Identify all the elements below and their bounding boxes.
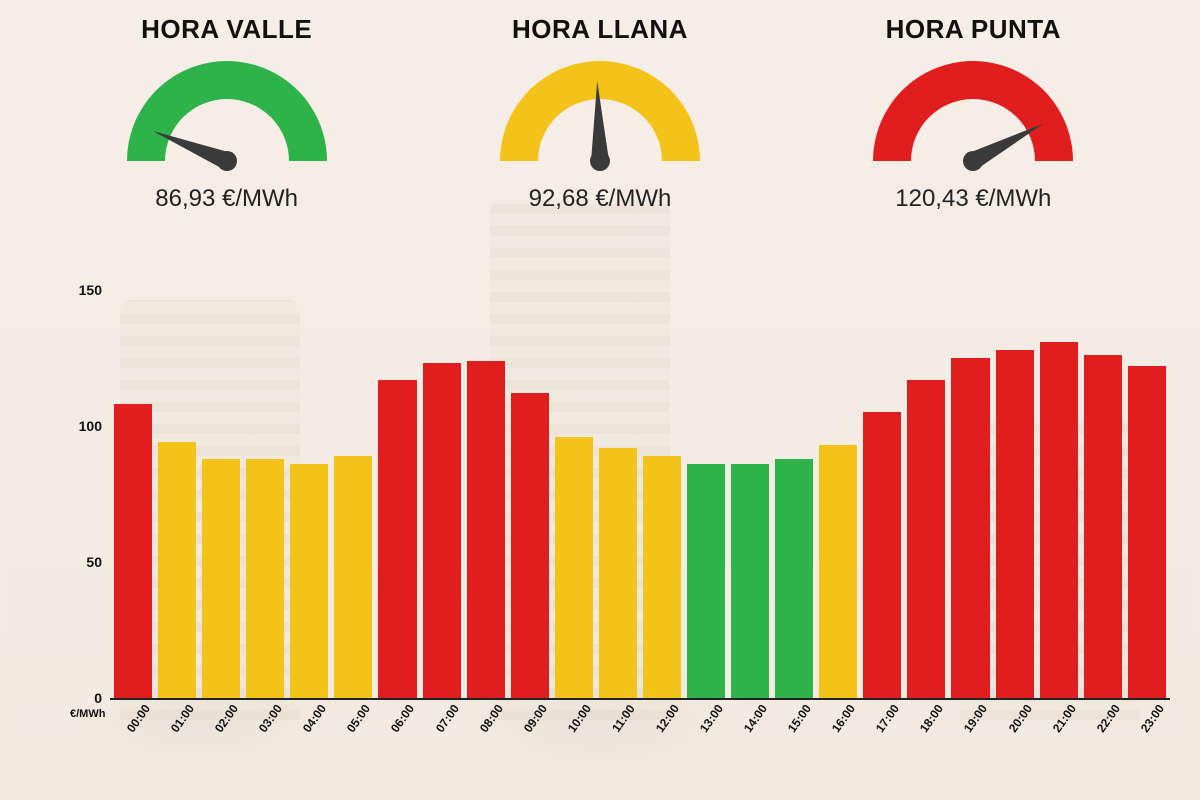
chart-bar-fill xyxy=(158,442,196,698)
gauge-title: HORA LLANA xyxy=(440,14,760,45)
chart-bar xyxy=(423,290,461,698)
chart-bar-fill xyxy=(1084,355,1122,698)
chart-bar xyxy=(246,290,284,698)
gauge-price: 120,43 €/MWh xyxy=(813,185,1133,213)
chart-bar xyxy=(1084,290,1122,698)
gauge: HORA PUNTA 120,43 €/MWh xyxy=(813,14,1133,213)
chart-bar-fill xyxy=(555,437,593,698)
chart-bars xyxy=(110,290,1170,698)
gauge-price: 92,68 €/MWh xyxy=(440,185,760,213)
chart-bar-fill xyxy=(290,464,328,698)
chart-bar xyxy=(643,290,681,698)
chart-bar-fill xyxy=(599,448,637,698)
chart-bar-fill xyxy=(246,459,284,698)
chart-y-tick: 150 xyxy=(62,282,102,298)
gauge-title: HORA PUNTA xyxy=(813,14,1133,45)
chart-bar xyxy=(290,290,328,698)
chart-unit-label: €/MWh xyxy=(70,708,105,720)
gauges-row: HORA VALLE 86,93 €/MWh HORA LLANA 92,68 €… xyxy=(0,14,1200,213)
chart-bar xyxy=(996,290,1034,698)
chart-y-tick: 0 xyxy=(62,690,102,706)
chart-bar xyxy=(687,290,725,698)
gauge-dial-icon xyxy=(813,51,1133,181)
chart-bar xyxy=(951,290,989,698)
chart-bar xyxy=(511,290,549,698)
chart-bar-fill xyxy=(819,445,857,698)
chart-bar-fill xyxy=(378,380,416,698)
infographic-root: HORA VALLE 86,93 €/MWh HORA LLANA 92,68 €… xyxy=(0,0,1200,800)
chart-bar-fill xyxy=(951,358,989,698)
chart-bar-fill xyxy=(643,456,681,698)
gauge: HORA VALLE 86,93 €/MWh xyxy=(67,14,387,213)
chart-y-tick: 100 xyxy=(62,418,102,434)
chart-y-tick: 50 xyxy=(62,554,102,570)
chart-bar xyxy=(731,290,769,698)
chart-bar xyxy=(467,290,505,698)
gauge-title: HORA VALLE xyxy=(67,14,387,45)
chart-bar xyxy=(1128,290,1166,698)
gauge-dial-icon xyxy=(440,51,760,181)
chart-bar-fill xyxy=(907,380,945,698)
chart-bar xyxy=(202,290,240,698)
chart-bar xyxy=(378,290,416,698)
hourly-price-chart: €/MWh 050100150 00:0001:0002:0003:0004:0… xyxy=(70,290,1170,740)
chart-bar-fill xyxy=(202,459,240,698)
chart-bar-fill xyxy=(467,361,505,698)
chart-bar-fill xyxy=(334,456,372,698)
chart-bar xyxy=(114,290,152,698)
chart-bar-fill xyxy=(511,393,549,698)
chart-bar xyxy=(863,290,901,698)
gauge-price: 86,93 €/MWh xyxy=(67,185,387,213)
chart-bar-fill xyxy=(996,350,1034,698)
chart-bar-fill xyxy=(1040,342,1078,698)
gauge-dial-icon xyxy=(67,51,387,181)
chart-bar xyxy=(158,290,196,698)
chart-bar-fill xyxy=(687,464,725,698)
chart-bar xyxy=(599,290,637,698)
chart-bar xyxy=(334,290,372,698)
chart-bar xyxy=(819,290,857,698)
chart-bar xyxy=(907,290,945,698)
chart-bar-fill xyxy=(863,412,901,698)
chart-bar xyxy=(775,290,813,698)
chart-bar xyxy=(555,290,593,698)
chart-bar-fill xyxy=(423,363,461,698)
chart-plot-area: 050100150 xyxy=(110,290,1170,700)
chart-bar-fill xyxy=(731,464,769,698)
chart-bar-fill xyxy=(1128,366,1166,698)
chart-bar-fill xyxy=(775,459,813,698)
chart-bar-fill xyxy=(114,404,152,698)
chart-x-labels: 00:0001:0002:0003:0004:0005:0006:0007:00… xyxy=(110,700,1170,740)
chart-bar xyxy=(1040,290,1078,698)
gauge: HORA LLANA 92,68 €/MWh xyxy=(440,14,760,213)
